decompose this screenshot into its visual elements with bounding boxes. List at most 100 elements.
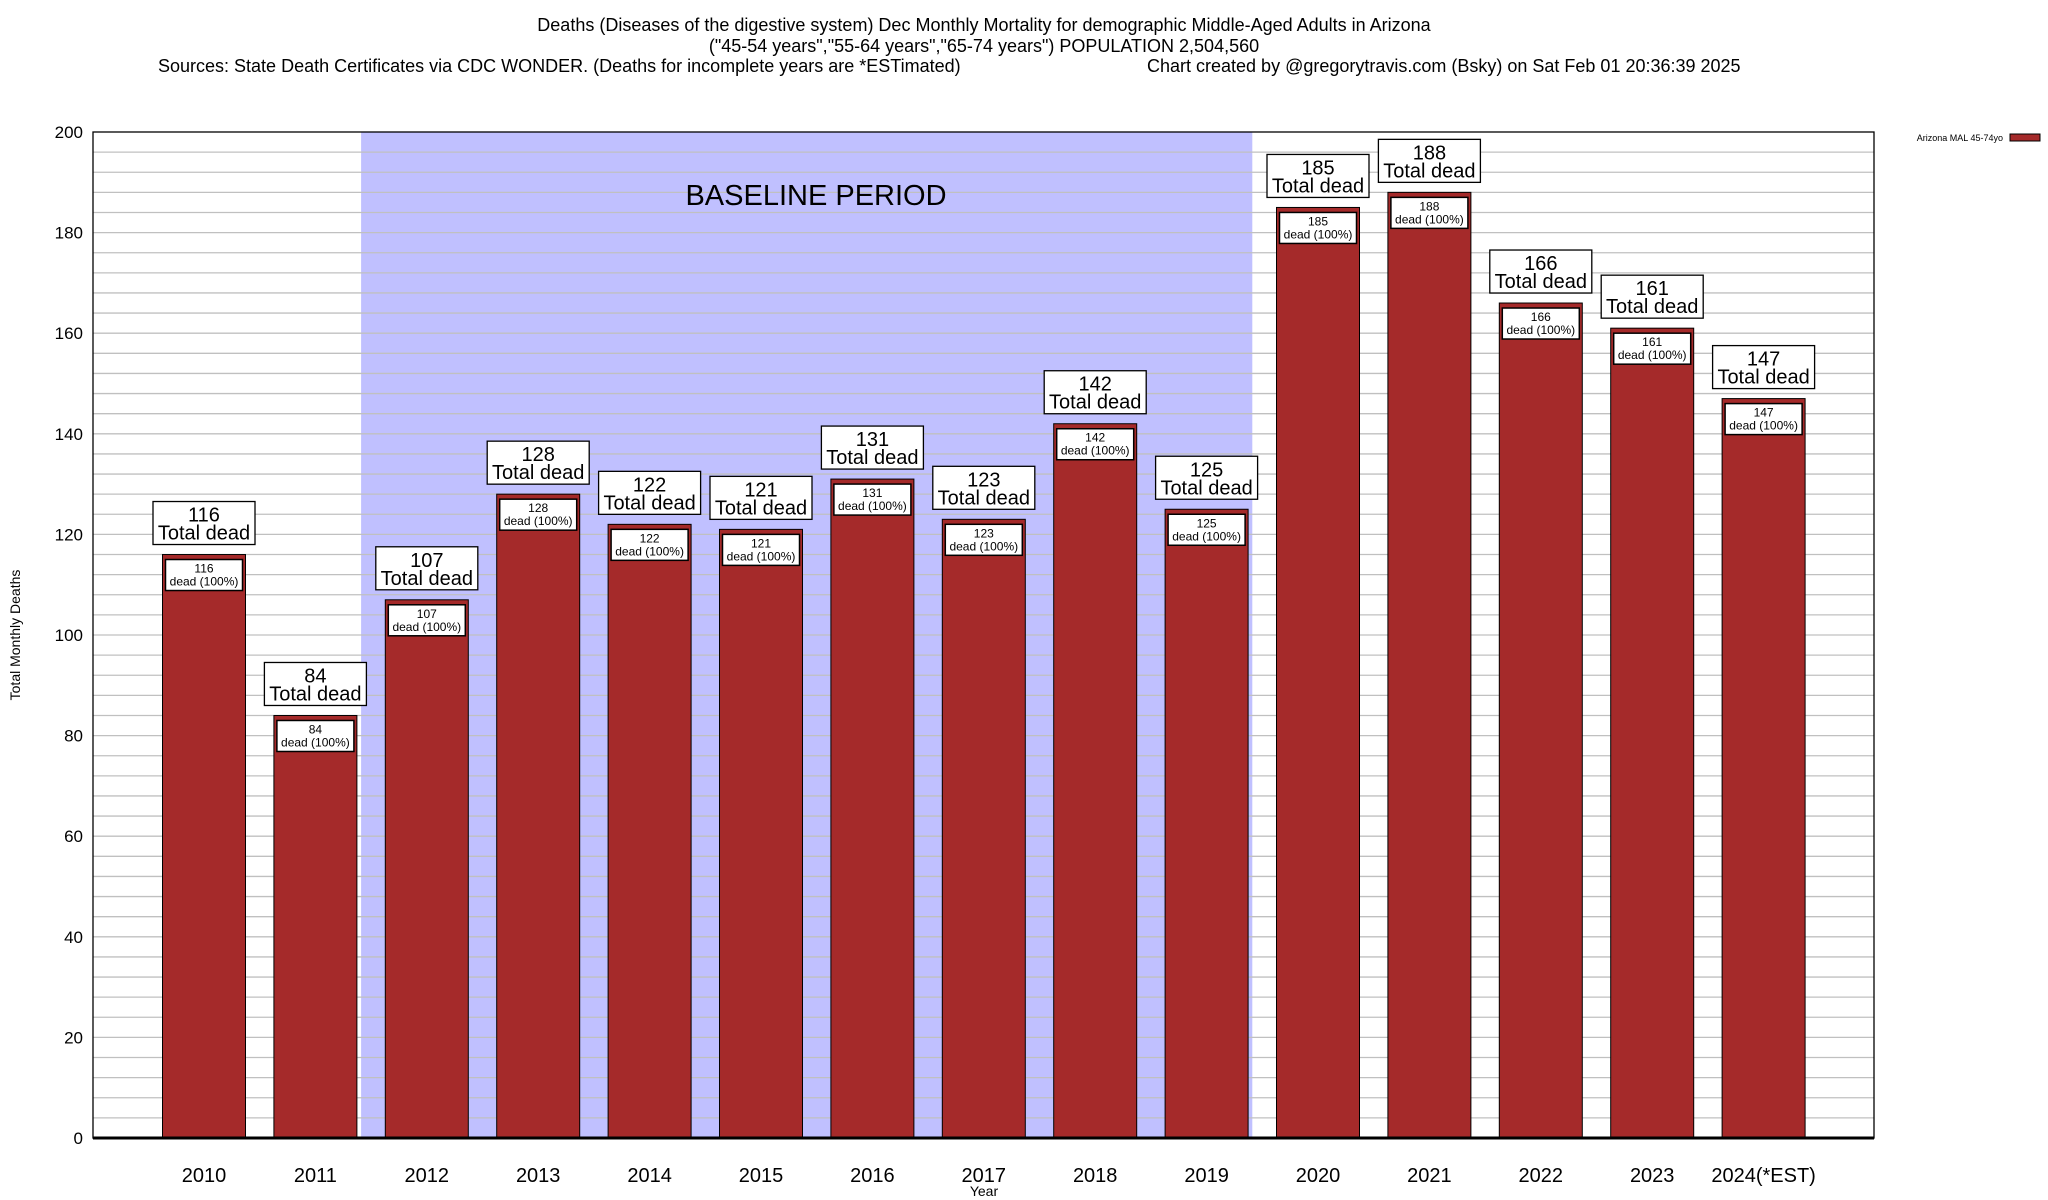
top-total-label: Total dead [1160,477,1252,499]
inner-label-box [1724,402,1803,436]
top-total-label: Total dead [603,492,695,514]
bar-2011 [273,714,358,1139]
inner-percent-label: dead (100%) [1172,529,1241,543]
inner-percent-label: dead (100%) [727,549,796,563]
top-total-label: Total dead [492,462,584,484]
bar-2024(*EST) [1721,398,1806,1139]
bar-2020 [1276,206,1360,1139]
x-tick-label: 2015 [739,1165,784,1187]
inner-percent-label: dead (100%) [615,544,684,558]
inner-percent-label: dead (100%) [281,735,350,749]
top-total-label: Total dead [1272,175,1364,197]
inner-value-label: 131 [862,486,882,500]
inner-percent-label: dead (100%) [170,575,239,589]
top-total-label: Total dead [158,523,250,545]
y-tick-label: 80 [64,727,83,746]
y-tick-label: 160 [55,324,83,343]
top-total-label: Total dead [1383,160,1475,182]
top-total-label: Total dead [1717,367,1809,389]
top-value-label: 188 [1413,142,1446,164]
top-label-box [375,546,479,591]
inner-label-box [833,483,912,516]
inner-value-label: 123 [974,526,994,540]
bar-2021 [1387,191,1472,1139]
chart-credit: Chart created by @gregorytravis.com (Bsk… [1147,56,1741,76]
y-axis-label: Total Monthly Deaths [7,570,23,701]
bar-2010 [162,554,246,1139]
top-value-label: 131 [856,429,889,451]
y-tick-label: 60 [64,827,83,846]
y-tick-label: 200 [55,123,83,142]
inner-percent-label: dead (100%) [1061,444,1130,458]
top-total-label: Total dead [938,487,1030,509]
bar-2016 [830,478,915,1139]
y-tick-label: 20 [64,1028,83,1047]
top-value-label: 147 [1747,349,1780,371]
inner-percent-label: dead (100%) [504,514,573,528]
x-tick-label: 2011 [294,1165,337,1187]
y-tick-label: 40 [64,928,83,947]
inner-percent-label: dead (100%) [1506,323,1575,337]
top-label-box [1377,138,1482,184]
bar-2015 [719,528,803,1139]
y-tick-label: 100 [55,626,83,645]
top-total-label: Total dead [1049,392,1141,414]
inner-percent-label: dead (100%) [1729,419,1798,433]
x-tick-label: 2024(*EST) [1711,1165,1816,1187]
top-value-label: 121 [744,479,777,501]
top-total-label: Total dead [1606,296,1698,318]
top-total-label: Total dead [1495,271,1587,293]
inner-value-label: 188 [1419,199,1439,213]
top-total-label: Total dead [826,447,918,469]
top-label-box [597,470,702,515]
top-total-label: Total dead [381,568,473,590]
top-label-box [152,500,256,546]
top-label-box [1600,274,1704,319]
inner-value-label: 84 [309,722,323,736]
inner-percent-label: dead (100%) [392,620,461,634]
top-label-box [1711,344,1816,390]
y-tick-label: 140 [55,425,83,444]
inner-value-label: 161 [1642,335,1662,349]
top-label-box [1043,370,1147,415]
chart-title-line-2: ("45-54 years","55-64 years","65-74 year… [709,36,1259,56]
chart-sources: Sources: State Death Certificates via CD… [158,56,961,76]
top-value-label: 125 [1190,459,1223,481]
inner-label-box [1612,332,1692,365]
top-value-label: 161 [1636,278,1669,300]
inner-label-box [1390,196,1469,230]
x-tick-label: 2020 [1296,1165,1341,1187]
y-tick-label: 180 [55,224,83,243]
y-tick-label: 120 [55,525,83,544]
inner-label-box [1167,513,1246,546]
inner-value-label: 185 [1308,214,1328,228]
x-tick-label: 2019 [1184,1165,1229,1187]
inner-value-label: 121 [751,536,771,550]
inner-value-label: 116 [194,562,213,576]
top-label-box [1154,455,1259,500]
bar-2017 [941,518,1026,1139]
x-tick-label: 2017 [962,1165,1007,1187]
top-value-label: 166 [1524,253,1557,275]
inner-label-box [498,498,578,531]
inner-value-label: 147 [1754,406,1774,420]
top-value-label: 122 [633,474,666,496]
bar-2018 [1053,423,1138,1139]
top-label-box [709,475,813,521]
baseline-period-label: BASELINE PERIOD [685,180,946,212]
top-total-label: Total dead [269,683,361,705]
top-value-label: 142 [1079,374,1112,396]
top-label-box [820,425,925,470]
bar-2022 [1498,302,1583,1139]
bar-2012 [384,599,469,1139]
inner-value-label: 125 [1197,516,1217,530]
x-tick-label: 2022 [1519,1165,1564,1187]
top-value-label: 123 [967,469,1000,491]
inner-percent-label: dead (100%) [838,499,907,513]
top-value-label: 84 [304,665,326,687]
y-tick-label: 0 [74,1129,83,1148]
inner-value-label: 122 [640,531,660,545]
x-tick-label: 2023 [1630,1165,1675,1187]
top-value-label: 185 [1301,157,1334,179]
